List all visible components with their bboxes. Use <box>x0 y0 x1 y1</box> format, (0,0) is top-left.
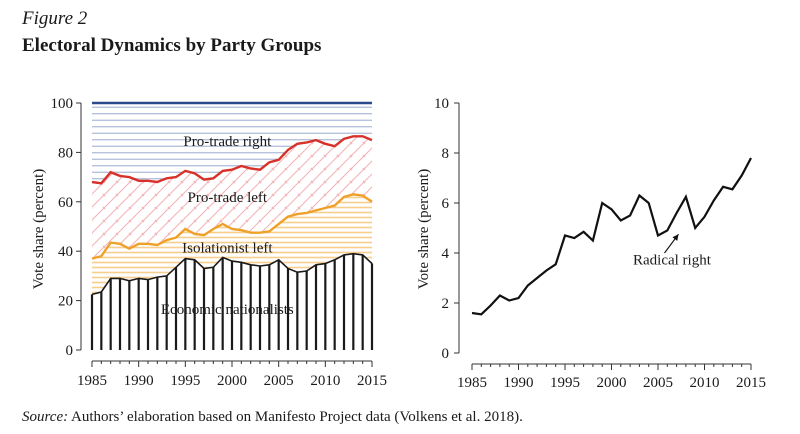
left-y-axis-label: Vote share (percent) <box>31 169 47 290</box>
left-y-tick-label: 40 <box>58 244 73 260</box>
pro-trade-left-line <box>91 193 373 260</box>
annotation-pro-trade-right: Pro-trade right <box>183 134 272 150</box>
right-y-tick-label: 8 <box>442 146 450 162</box>
annotation-pro-trade-left: Pro-trade left <box>188 190 268 206</box>
economic-nationalists-bars <box>90 252 374 350</box>
figure-label: Figure 2 <box>22 8 88 29</box>
right-axes: 0 2 4 6 8 10 1985 1990 1995 2000 2005 2010 2015 <box>434 96 766 391</box>
left-x-tick-label: 2015 <box>357 373 387 389</box>
left-y-tick-label: 80 <box>58 145 73 161</box>
figure-title: Electoral Dynamics by Party Groups <box>22 35 322 56</box>
left-y-tick-label: 100 <box>51 96 74 112</box>
right-x-tick-label: 2010 <box>690 375 720 391</box>
right-y-tick-label: 2 <box>442 296 450 312</box>
left-x-tick-label: 2005 <box>264 373 294 389</box>
right-x-tick-label: 1990 <box>504 375 534 391</box>
source-label: Source: <box>22 409 69 425</box>
annotation-economic-nationalists: Economic nationalists <box>161 302 294 318</box>
right-y-tick-label: 10 <box>434 96 449 112</box>
right-y-tick-label: 4 <box>442 246 450 262</box>
right-y-axis-label: Vote share (percent) <box>416 169 432 290</box>
right-x-tick-label: 2005 <box>643 375 673 391</box>
right-y-tick-label: 6 <box>442 196 450 212</box>
right-x-tick-label: 1995 <box>550 375 580 391</box>
stacked-vote-share-chart: Vote share (percent) 0 20 40 60 80 100 1985 199… <box>31 96 387 389</box>
left-x-tick-label: 2000 <box>217 373 247 389</box>
left-axes: 0 20 40 60 80 100 1985 1990 1995 2000 2005 2010 2015 <box>51 96 388 389</box>
annotation-isolationist-left: Isolationist left <box>182 240 273 256</box>
radical-right-line <box>471 157 752 316</box>
source-text: Authors’ elaboration based on Manifesto … <box>68 409 523 425</box>
right-x-tick-label: 1985 <box>457 375 487 391</box>
left-y-tick-label: 20 <box>58 294 73 310</box>
left-y-tick-label: 0 <box>66 343 74 359</box>
radical-right-arrowhead <box>672 234 679 241</box>
left-x-tick-label: 1985 <box>77 373 107 389</box>
pro-trade-right-line <box>91 135 373 185</box>
right-x-tick-label: 2015 <box>736 375 766 391</box>
left-x-tick-label: 1990 <box>124 373 154 389</box>
pro-trade-right-area <box>92 103 372 184</box>
right-x-tick-label: 2000 <box>597 375 627 391</box>
left-x-tick-label: 2010 <box>310 373 340 389</box>
economic-nationalists-line <box>91 252 373 296</box>
left-x-tick-label: 1995 <box>170 373 200 389</box>
radical-right-chart: Vote share (percent) 0 2 4 6 8 10 1985 1990 1995… <box>416 96 766 391</box>
right-y-tick-label: 0 <box>442 346 450 362</box>
annotation-radical-right: Radical right <box>633 252 712 268</box>
left-y-tick-label: 60 <box>58 195 73 211</box>
source-note: Source: Authors’ elaboration based on Ma… <box>22 409 523 426</box>
isolationist-left-area <box>92 194 372 295</box>
pro-trade-left-area <box>92 136 372 259</box>
